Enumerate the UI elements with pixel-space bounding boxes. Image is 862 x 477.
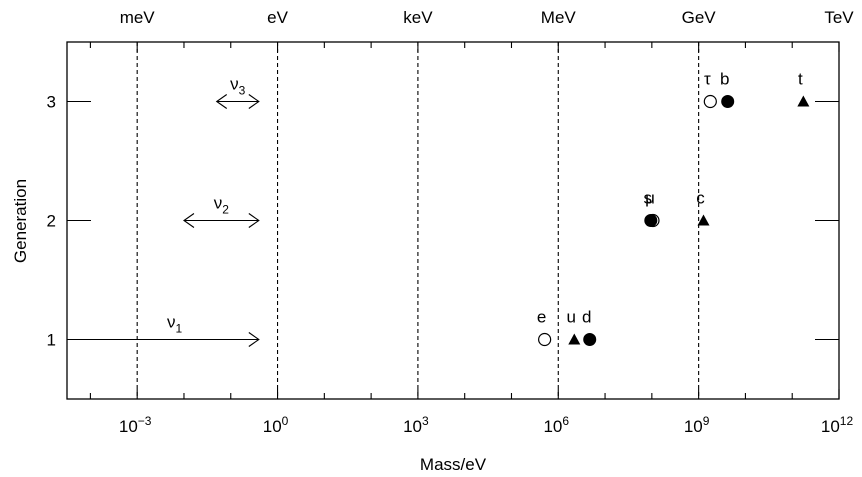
open-circle-marker [538,332,552,347]
x-tick-label: 100 [263,414,289,436]
unit-label: keV [403,8,433,27]
unit-label: GeV [682,8,717,27]
particle-label: b [720,70,729,89]
y-tick-label: 3 [47,93,56,112]
x-tick-label: 109 [684,414,710,436]
arrow-head [248,213,260,228]
triangle-marker [797,95,810,107]
neutrino-label: ν1 [167,313,183,336]
y-tick-label: 2 [47,212,56,231]
x-tick-label: 10−3 [119,414,152,436]
x-tick-label: 106 [543,414,569,436]
neutrino-label: ν2 [214,194,230,217]
unit-label: meV [120,8,156,27]
filled-circle-marker [583,333,597,346]
arrow-head [183,213,195,228]
open-circle-marker [703,94,717,109]
x-tick-label: 1012 [821,414,854,436]
triangle-marker [697,214,710,226]
neutrino-label: ν3 [230,75,246,98]
particle-label: e [537,308,546,327]
x-axis-title: Mass/eV [420,455,487,474]
plot-frame [66,41,840,400]
particle-label: s [644,189,653,208]
particle-label: τ [704,70,711,89]
y-tick-label: 1 [47,331,56,350]
filled-circle-marker [721,95,735,108]
unit-label: MeV [541,8,577,27]
triangle-marker [568,333,581,345]
arrow-head [215,94,228,109]
particle-label: t [798,70,803,89]
particle-label: u [567,308,576,327]
unit-label: eV [267,8,288,27]
arrow-head [248,94,260,109]
arrow-head [248,332,260,347]
y-axis-title: Generation [11,179,30,263]
particle-label: μ [645,189,655,208]
open-circle-marker [646,213,660,228]
particle-label: c [696,189,705,208]
unit-label: TeV [824,8,854,27]
x-tick-label: 103 [403,414,429,436]
particle-label: d [582,308,591,327]
